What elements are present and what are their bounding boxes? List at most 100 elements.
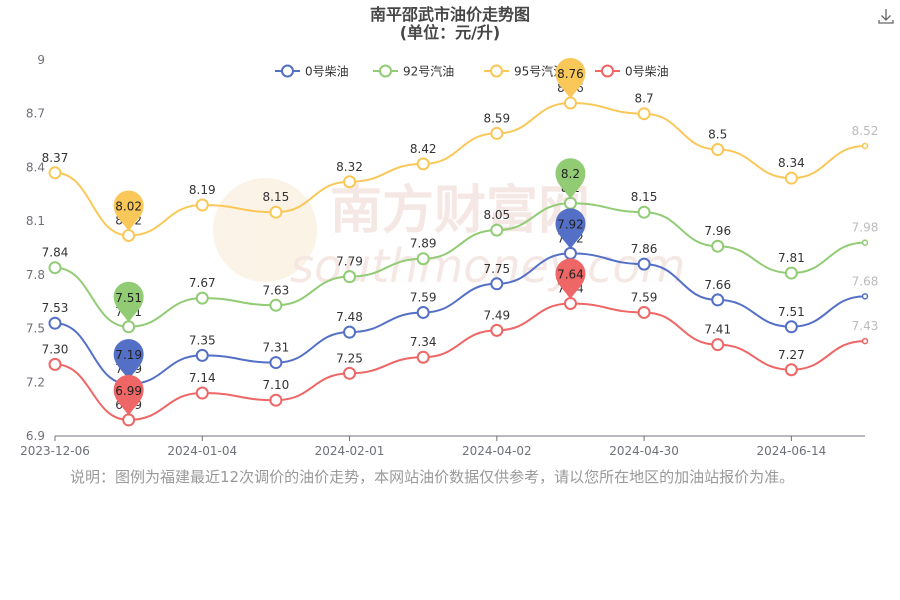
pin-label: 8.02 xyxy=(115,199,142,213)
data-point xyxy=(122,320,136,334)
legend-swatch-symbol xyxy=(601,64,614,78)
x-tick-label: 2024-04-02 xyxy=(462,444,532,458)
pin-marker: 7.64 xyxy=(555,258,586,300)
legend-item[interactable]: 95号汽油 xyxy=(484,64,565,79)
data-point xyxy=(861,239,869,246)
pin-label: 8.76 xyxy=(557,67,584,81)
data-point xyxy=(784,266,798,280)
data-label: 7.48 xyxy=(336,310,363,324)
data-label: 7.63 xyxy=(263,283,290,297)
data-point xyxy=(122,228,136,242)
data-point xyxy=(48,316,62,330)
pin-marker: 7.92 xyxy=(555,208,586,250)
y-tick-label: 8.1 xyxy=(26,214,45,228)
pin-marker: 8.2 xyxy=(555,158,586,200)
pin-shape xyxy=(555,57,586,99)
pin-label: 6.99 xyxy=(115,384,142,398)
y-tick-label: 8.7 xyxy=(26,107,45,121)
data-point xyxy=(195,386,209,400)
data-point xyxy=(637,107,651,121)
legend-swatch-symbol xyxy=(379,64,392,78)
data-point xyxy=(637,305,651,319)
data-label: 7.30 xyxy=(42,342,69,356)
data-label: 7.81 xyxy=(778,251,805,265)
legend-label: 0号柴油 xyxy=(625,65,669,79)
data-label: 7.49 xyxy=(483,308,510,322)
pin-shape xyxy=(555,208,586,250)
pin-shape xyxy=(555,258,586,300)
data-label: 8.32 xyxy=(336,160,363,174)
x-tick-label: 2024-06-14 xyxy=(756,444,826,458)
data-point xyxy=(48,261,62,275)
data-point xyxy=(563,196,577,210)
data-label: 7.96 xyxy=(704,224,731,238)
legend-item[interactable]: 92号汽油 xyxy=(373,64,454,79)
data-point xyxy=(784,171,798,185)
data-label: 7.59 xyxy=(631,290,658,304)
data-label: 7.68 xyxy=(852,274,879,288)
data-point xyxy=(861,337,869,345)
pin-shape xyxy=(113,281,144,323)
pin-marker: 8.02 xyxy=(113,190,144,232)
legend-item[interactable]: 0号柴油 xyxy=(595,64,669,79)
footnote: 说明：图例为福建最近12次调价的油价走势，本网站油价数据仅供参考，请以您所在地区… xyxy=(70,468,795,486)
data-point xyxy=(861,293,869,300)
data-point xyxy=(416,157,430,171)
data-point xyxy=(269,205,283,219)
pin-marker: 7.51 xyxy=(113,281,144,323)
data-point xyxy=(637,205,651,219)
data-point xyxy=(343,270,357,284)
series-line xyxy=(54,101,866,237)
pin-label: 7.51 xyxy=(115,291,142,305)
download-icon[interactable] xyxy=(876,6,896,26)
legend-label: 0号柴油 xyxy=(305,65,349,79)
data-point xyxy=(490,223,504,237)
data-point xyxy=(48,166,62,180)
legend-item[interactable]: 0号柴油 xyxy=(275,64,349,79)
data-point xyxy=(416,350,430,364)
data-label: 8.15 xyxy=(631,190,658,204)
chart-subtitle: (单位：元/升) xyxy=(400,23,500,42)
data-point xyxy=(343,175,357,189)
x-tick-label: 2024-01-04 xyxy=(167,444,237,458)
y-tick-label: 7.2 xyxy=(26,375,45,389)
data-label: 8.59 xyxy=(483,111,510,125)
x-tick-label: 2024-02-01 xyxy=(315,444,385,458)
data-point xyxy=(269,298,283,312)
x-tick-label: 2023-12-06 xyxy=(20,444,90,458)
data-point xyxy=(563,297,577,311)
data-point xyxy=(784,320,798,334)
data-point xyxy=(711,143,725,157)
y-tick-label: 7.8 xyxy=(26,268,45,282)
data-point xyxy=(122,413,136,427)
data-label: 8.19 xyxy=(189,183,216,197)
y-tick-label: 6.9 xyxy=(26,429,45,443)
data-label: 7.14 xyxy=(189,371,216,385)
y-tick-label: 9 xyxy=(37,53,45,67)
data-point xyxy=(269,393,283,407)
data-point xyxy=(637,257,651,271)
data-label: 7.25 xyxy=(336,351,363,365)
data-label: 7.27 xyxy=(778,348,805,362)
data-point xyxy=(563,246,577,260)
data-point xyxy=(490,277,504,291)
data-label: 7.53 xyxy=(42,301,69,315)
legend-label: 95号汽油 xyxy=(514,64,565,79)
pin-marker: 8.76 xyxy=(555,57,586,99)
data-point xyxy=(48,357,62,371)
data-label: 7.10 xyxy=(263,378,290,392)
svg-text:南方财富网: 南方财富网 xyxy=(330,181,590,241)
data-label: 8.5 xyxy=(708,128,727,142)
data-point xyxy=(490,323,504,337)
data-point xyxy=(784,363,798,377)
data-label: 7.35 xyxy=(189,333,216,347)
data-label: 7.84 xyxy=(42,246,69,260)
series-line xyxy=(54,302,866,421)
legend-label: 92号汽油 xyxy=(403,64,454,79)
data-label: 7.43 xyxy=(852,319,879,333)
data-label: 8.34 xyxy=(778,156,805,170)
y-tick-label: 8.4 xyxy=(26,160,45,174)
data-label: 7.31 xyxy=(263,341,290,355)
